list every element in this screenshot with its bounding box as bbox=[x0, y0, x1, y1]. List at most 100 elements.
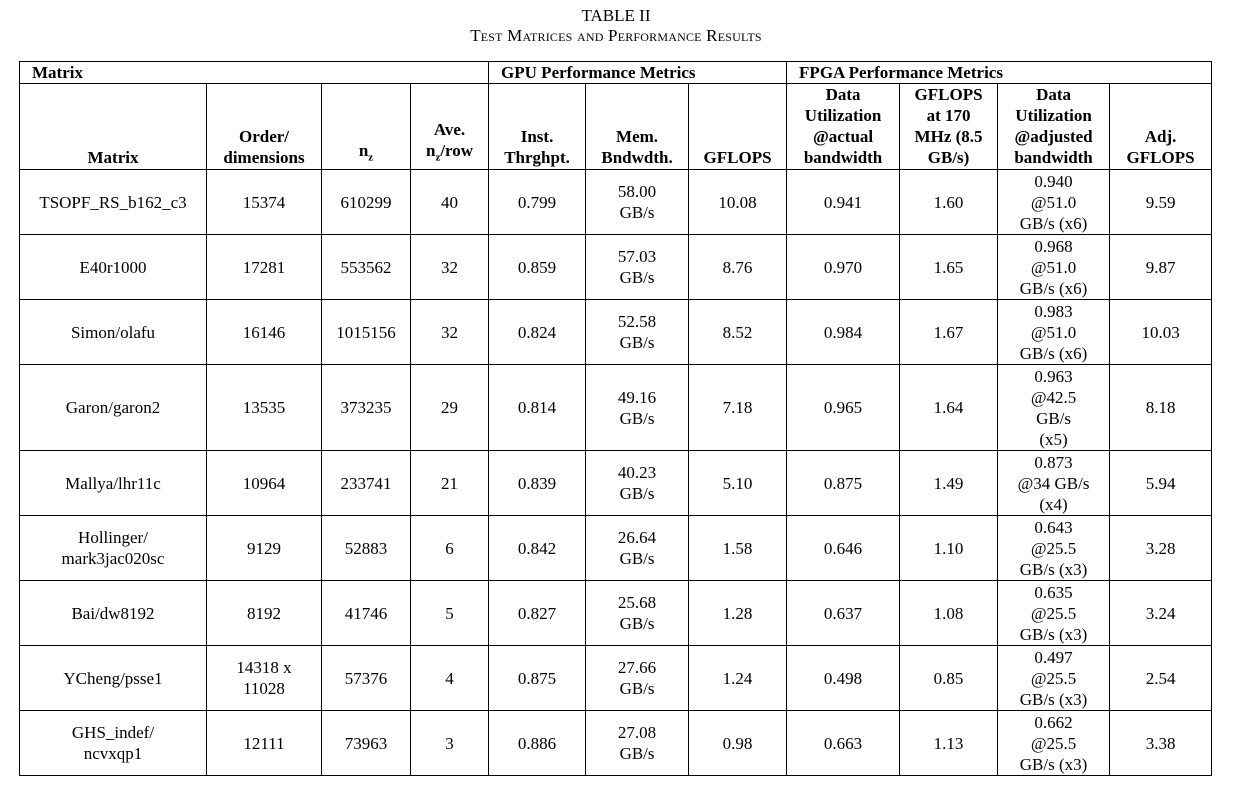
cell-ave-nz-row: 32 bbox=[409, 299, 490, 365]
cell-gflops: 7.18 bbox=[688, 364, 788, 451]
cell-nz: 52883 bbox=[321, 515, 411, 581]
table-row: Bai/dw8192 8192 41746 5 0.827 25.68 GB/s 1.28 0.… bbox=[19, 580, 1213, 646]
cell-inst-throughput: 0.886 bbox=[488, 710, 587, 776]
cell-adj-gflops: 10.03 bbox=[1109, 299, 1213, 365]
cell-adj-gflops: 2.54 bbox=[1109, 645, 1213, 711]
table-row: Hollinger/mark3jac020sc 9129 52883 6 0.842 26… bbox=[19, 515, 1213, 581]
cell-mem-bandwidth: 27.66 GB/s bbox=[585, 645, 690, 711]
cell-inst-throughput: 0.827 bbox=[488, 580, 587, 646]
cell-order: 14318 x 11028 bbox=[206, 645, 322, 711]
col-header-ave-nz-row: Ave. nz/row bbox=[409, 83, 490, 170]
table-row: Simon/olafu 16146 1015156 32 0.824 52.58 GB/s 8… bbox=[19, 299, 1213, 365]
cell-mem-bandwidth: 52.58 GB/s bbox=[585, 299, 690, 365]
cell-mem-bandwidth: 40.23 GB/s bbox=[585, 450, 690, 516]
cell-data-utilization: 0.984 bbox=[786, 299, 901, 365]
cell-matrix: Bai/dw8192 bbox=[19, 580, 207, 646]
cell-adj-gflops: 3.28 bbox=[1109, 515, 1213, 581]
cell-gflops-170: 1.08 bbox=[899, 580, 999, 646]
results-table: Matrix GPU Performance Metrics FPGA Perf… bbox=[18, 61, 1213, 776]
cell-ave-nz-row: 5 bbox=[409, 580, 490, 646]
col-header-gflops-170: GFLOPS at 170 MHz (8.5 GB/s) bbox=[899, 83, 999, 170]
cell-gflops: 0.98 bbox=[688, 710, 788, 776]
col-header-gflops: GFLOPS bbox=[688, 83, 788, 170]
cell-order: 16146 bbox=[206, 299, 322, 365]
cell-ave-nz-row: 4 bbox=[409, 645, 490, 711]
cell-inst-throughput: 0.875 bbox=[488, 645, 587, 711]
cell-adjusted-utilization: 0.983 @51.0 GB/s (x6) bbox=[997, 299, 1111, 365]
cell-data-utilization: 0.663 bbox=[786, 710, 901, 776]
cell-adj-gflops: 9.87 bbox=[1109, 234, 1213, 300]
col-header-mem-bandwidth: Mem. Bndwdth. bbox=[585, 83, 690, 170]
cell-matrix: Mallya/lhr11c bbox=[19, 450, 207, 516]
cell-matrix: Simon/olafu bbox=[19, 299, 207, 365]
cell-adjusted-utilization: 0.643 @25.5 GB/s (x3) bbox=[997, 515, 1111, 581]
cell-adj-gflops: 3.24 bbox=[1109, 580, 1213, 646]
cell-matrix: TSOPF_RS_b162_c3 bbox=[19, 169, 207, 235]
cell-inst-throughput: 0.824 bbox=[488, 299, 587, 365]
cell-gflops: 5.10 bbox=[688, 450, 788, 516]
table-title: Test Matrices and Performance Results bbox=[470, 26, 762, 45]
cell-order: 17281 bbox=[206, 234, 322, 300]
cell-gflops: 10.08 bbox=[688, 169, 788, 235]
cell-adj-gflops: 8.18 bbox=[1109, 364, 1213, 451]
cell-matrix: Garon/garon2 bbox=[19, 364, 207, 451]
cell-adjusted-utilization: 0.662 @25.5 GB/s (x3) bbox=[997, 710, 1111, 776]
cell-nz: 373235 bbox=[321, 364, 411, 451]
table-row: Garon/garon2 13535 373235 29 0.814 49.16 GB/s 7… bbox=[19, 364, 1213, 451]
cell-ave-nz-row: 29 bbox=[409, 364, 490, 451]
cell-adjusted-utilization: 0.873 @34 GB/s (x4) bbox=[997, 450, 1111, 516]
cell-nz: 41746 bbox=[321, 580, 411, 646]
cell-order: 12111 bbox=[206, 710, 322, 776]
cell-nz: 553562 bbox=[321, 234, 411, 300]
cell-inst-throughput: 0.839 bbox=[488, 450, 587, 516]
cell-gflops: 8.76 bbox=[688, 234, 788, 300]
cell-order: 15374 bbox=[206, 169, 322, 235]
cell-order: 8192 bbox=[206, 580, 322, 646]
cell-adjusted-utilization: 0.635 @25.5 GB/s (x3) bbox=[997, 580, 1111, 646]
col-header-inst-throughput: Inst. Thrghpt. bbox=[488, 83, 587, 170]
cell-adj-gflops: 5.94 bbox=[1109, 450, 1213, 516]
cell-ave-nz-row: 6 bbox=[409, 515, 490, 581]
cell-data-utilization: 0.646 bbox=[786, 515, 901, 581]
cell-ave-nz-row: 32 bbox=[409, 234, 490, 300]
group-header-row: Matrix GPU Performance Metrics FPGA Perf… bbox=[18, 61, 1213, 84]
cell-ave-nz-row: 3 bbox=[409, 710, 490, 776]
cell-mem-bandwidth: 27.08 GB/s bbox=[585, 710, 690, 776]
cell-nz: 1015156 bbox=[321, 299, 411, 365]
cell-order: 10964 bbox=[206, 450, 322, 516]
group-header-fpga: FPGA Performance Metrics bbox=[786, 61, 1213, 84]
table-row: TSOPF_RS_b162_c3 15374 610299 40 0.799 58.00 G… bbox=[19, 169, 1213, 235]
cell-mem-bandwidth: 25.68 GB/s bbox=[585, 580, 690, 646]
cell-ave-nz-row: 21 bbox=[409, 450, 490, 516]
cell-gflops: 1.24 bbox=[688, 645, 788, 711]
cell-gflops-170: 1.60 bbox=[899, 169, 999, 235]
col-header-adjusted-utilization: Data Utilization @adjusted bandwidth bbox=[997, 83, 1111, 170]
cell-gflops: 1.58 bbox=[688, 515, 788, 581]
cell-nz: 610299 bbox=[321, 169, 411, 235]
group-header-gpu: GPU Performance Metrics bbox=[488, 61, 788, 84]
cell-data-utilization: 0.875 bbox=[786, 450, 901, 516]
cell-gflops-170: 1.67 bbox=[899, 299, 999, 365]
cell-matrix: E40r1000 bbox=[19, 234, 207, 300]
cell-inst-throughput: 0.842 bbox=[488, 515, 587, 581]
cell-adjusted-utilization: 0.940 @51.0 GB/s (x6) bbox=[997, 169, 1111, 235]
cell-mem-bandwidth: 58.00 GB/s bbox=[585, 169, 690, 235]
cell-mem-bandwidth: 26.64 GB/s bbox=[585, 515, 690, 581]
cell-adjusted-utilization: 0.963 @42.5 GB/s (x5) bbox=[997, 364, 1111, 451]
cell-matrix: Hollinger/mark3jac020sc bbox=[19, 515, 207, 581]
cell-matrix: YCheng/psse1 bbox=[19, 645, 207, 711]
cell-data-utilization: 0.970 bbox=[786, 234, 901, 300]
cell-gflops-170: 1.49 bbox=[899, 450, 999, 516]
cell-nz: 57376 bbox=[321, 645, 411, 711]
cell-inst-throughput: 0.814 bbox=[488, 364, 587, 451]
col-header-data-utilization: Data Utilization @actual bandwidth bbox=[786, 83, 901, 170]
cell-gflops: 1.28 bbox=[688, 580, 788, 646]
cell-order: 13535 bbox=[206, 364, 322, 451]
cell-adj-gflops: 9.59 bbox=[1109, 169, 1213, 235]
col-header-nz: nz bbox=[321, 83, 411, 170]
cell-data-utilization: 0.941 bbox=[786, 169, 901, 235]
cell-adj-gflops: 3.38 bbox=[1109, 710, 1213, 776]
cell-gflops-170: 1.65 bbox=[899, 234, 999, 300]
table-row: YCheng/psse1 14318 x 11028 57376 4 0.875 27.66… bbox=[19, 645, 1213, 711]
table-row: E40r1000 17281 553562 32 0.859 57.03 GB/s 8.76 0… bbox=[19, 234, 1213, 300]
